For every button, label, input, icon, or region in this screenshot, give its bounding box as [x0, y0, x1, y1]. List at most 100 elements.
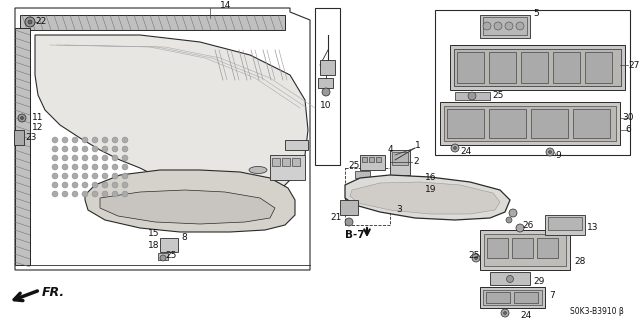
Circle shape: [62, 155, 68, 161]
Polygon shape: [158, 253, 168, 260]
Text: 10: 10: [320, 100, 332, 109]
Polygon shape: [489, 52, 516, 83]
Circle shape: [82, 164, 88, 170]
Text: 29: 29: [533, 278, 545, 286]
Polygon shape: [483, 17, 527, 35]
Polygon shape: [553, 52, 580, 83]
Polygon shape: [345, 175, 510, 220]
Circle shape: [82, 155, 88, 161]
Circle shape: [112, 173, 118, 179]
Polygon shape: [484, 234, 566, 266]
Text: 8: 8: [181, 234, 187, 242]
Text: 27: 27: [628, 61, 639, 70]
Circle shape: [516, 22, 524, 30]
Text: FR.: FR.: [42, 286, 65, 299]
Polygon shape: [20, 15, 285, 30]
Polygon shape: [355, 171, 370, 178]
Text: 9: 9: [555, 151, 561, 160]
Text: 25: 25: [165, 251, 177, 261]
Circle shape: [62, 191, 68, 197]
Circle shape: [454, 146, 456, 150]
Text: 25: 25: [468, 251, 479, 261]
Text: 3: 3: [396, 205, 402, 214]
Polygon shape: [514, 292, 538, 303]
Circle shape: [92, 164, 98, 170]
Circle shape: [102, 182, 108, 188]
Circle shape: [122, 137, 128, 143]
Circle shape: [501, 309, 509, 317]
Polygon shape: [100, 190, 275, 224]
Circle shape: [72, 164, 78, 170]
Circle shape: [468, 92, 476, 100]
Polygon shape: [369, 157, 374, 162]
Circle shape: [92, 191, 98, 197]
Polygon shape: [360, 155, 385, 170]
Polygon shape: [440, 102, 620, 145]
Circle shape: [102, 164, 108, 170]
Text: 6: 6: [625, 125, 631, 135]
Polygon shape: [490, 272, 530, 285]
Circle shape: [72, 146, 78, 152]
Polygon shape: [320, 60, 335, 75]
Circle shape: [92, 155, 98, 161]
Text: 13: 13: [587, 224, 598, 233]
Circle shape: [102, 191, 108, 197]
Text: 14: 14: [220, 2, 232, 11]
Circle shape: [122, 146, 128, 152]
Text: 5: 5: [533, 9, 539, 18]
Text: 15: 15: [148, 228, 159, 238]
Text: 24: 24: [460, 147, 471, 157]
Polygon shape: [285, 140, 308, 150]
Circle shape: [62, 146, 68, 152]
Polygon shape: [487, 238, 508, 258]
Circle shape: [345, 218, 353, 226]
Circle shape: [92, 137, 98, 143]
Polygon shape: [548, 217, 582, 230]
Polygon shape: [489, 109, 526, 138]
Circle shape: [548, 151, 552, 153]
Text: 25: 25: [348, 160, 360, 169]
Circle shape: [474, 256, 477, 259]
Polygon shape: [512, 238, 533, 258]
Circle shape: [82, 191, 88, 197]
Circle shape: [62, 173, 68, 179]
Circle shape: [112, 164, 118, 170]
Circle shape: [62, 164, 68, 170]
Circle shape: [506, 276, 513, 283]
Circle shape: [18, 114, 26, 122]
Circle shape: [102, 146, 108, 152]
Text: 12: 12: [32, 123, 44, 132]
Text: 21: 21: [330, 213, 341, 222]
Circle shape: [472, 254, 480, 262]
Text: 1: 1: [415, 140, 420, 150]
Circle shape: [112, 191, 118, 197]
Text: B-7: B-7: [345, 230, 365, 240]
Circle shape: [20, 116, 24, 120]
Circle shape: [72, 182, 78, 188]
Circle shape: [92, 146, 98, 152]
Circle shape: [72, 173, 78, 179]
Polygon shape: [362, 157, 367, 162]
Circle shape: [82, 146, 88, 152]
Text: 19: 19: [425, 186, 436, 195]
Polygon shape: [318, 78, 333, 88]
Circle shape: [122, 182, 128, 188]
Circle shape: [112, 155, 118, 161]
Circle shape: [483, 22, 491, 30]
Polygon shape: [480, 230, 570, 270]
Circle shape: [102, 173, 108, 179]
Circle shape: [546, 148, 554, 156]
Polygon shape: [282, 158, 290, 166]
Circle shape: [494, 22, 502, 30]
Polygon shape: [340, 200, 358, 215]
Polygon shape: [521, 52, 548, 83]
Circle shape: [505, 22, 513, 30]
Polygon shape: [15, 28, 30, 265]
Polygon shape: [455, 92, 490, 100]
Polygon shape: [392, 152, 408, 165]
Text: 25: 25: [492, 91, 504, 100]
Circle shape: [52, 182, 58, 188]
Polygon shape: [272, 158, 280, 166]
Circle shape: [92, 182, 98, 188]
Circle shape: [112, 146, 118, 152]
